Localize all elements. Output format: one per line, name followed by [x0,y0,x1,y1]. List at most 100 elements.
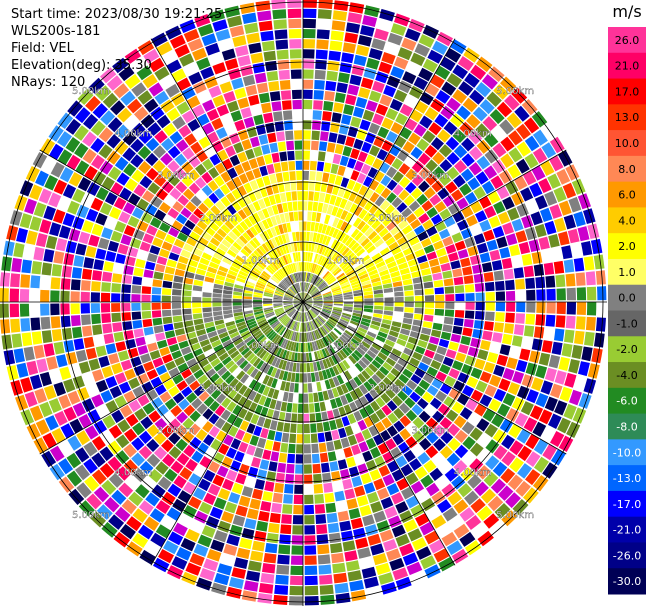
range-gate [312,463,321,474]
range-gate [322,390,330,401]
range-gate [370,446,381,459]
range-gate [366,331,377,339]
range-gate [418,410,431,423]
range-gate [349,580,364,592]
range-gate [307,201,313,211]
range-gate [434,113,449,128]
range-gate [410,187,423,200]
range-gate [347,570,362,582]
range-gate [378,61,393,74]
range-gate [521,337,533,349]
range-gate [274,368,281,379]
range-gate [446,540,463,556]
range-gate [492,461,508,477]
range-gate [432,40,448,55]
range-gate [502,367,515,381]
range-gate [470,389,483,402]
range-gate [285,340,291,350]
range-gate [524,153,539,169]
range-gate [304,332,308,342]
range-gate [303,403,309,413]
range-gate [313,295,322,300]
range-gate [340,210,349,220]
range-gate [446,452,461,467]
range-gate [250,550,264,562]
range-gate [558,200,572,216]
range-gate [331,311,341,317]
range-gate [422,391,434,403]
range-gate [421,355,433,366]
range-gate [532,147,548,164]
range-gate [398,373,410,384]
range-gate [287,453,295,464]
range-gate [456,197,469,210]
range-gate [316,524,328,535]
range-gate [286,402,293,413]
range-gate [295,373,300,383]
range-gate [481,74,498,90]
range-gate [502,222,514,235]
range-gate [288,330,294,340]
range-gate [408,200,421,212]
range-gate [314,402,321,413]
range-gate [390,270,401,278]
range-gate [430,214,443,225]
range-gate [520,401,534,416]
range-gate [294,484,303,494]
range-gate [311,211,317,222]
range-gate [332,408,341,419]
range-gate [451,401,464,414]
range-gate [315,254,321,264]
range-gate [411,160,424,173]
range-gate [385,357,396,367]
range-gate [440,262,451,272]
range-gate [356,347,366,356]
range-gate [364,302,374,306]
range-gate [358,185,368,196]
range-gate [366,265,377,273]
range-gate [433,353,445,363]
range-gate [501,510,518,527]
range-gate [303,302,313,305]
range-gate [291,545,303,555]
range-gate [338,124,349,135]
range-gate [326,142,336,153]
range-gate [303,295,310,302]
range-gate [283,422,291,433]
range-gate [281,349,288,360]
range-gate [382,314,393,321]
range-gate [220,553,235,566]
range-gate [502,392,516,407]
range-gate [333,572,348,584]
range-gate [303,383,308,393]
range-gate [415,489,430,503]
range-gate [303,282,305,292]
range-gate [374,455,386,468]
range-gate [399,428,411,441]
range-gate [433,279,444,288]
range-gate [333,302,343,304]
range-gate [384,506,398,519]
range-gate [329,317,338,324]
range-gate [422,130,436,144]
range-gate [321,310,331,316]
range-gate [319,452,329,463]
range-gate [448,515,464,530]
range-gate [384,256,395,265]
range-gate [303,423,310,434]
range-gate [397,390,408,402]
range-gate [420,474,434,488]
range-gate [434,308,445,316]
range-gate [434,201,447,213]
range-gate [381,319,392,325]
range-gate [484,281,495,292]
range-gate [313,299,323,302]
range-gate [357,234,367,244]
range-gate [317,151,326,162]
range-gate [396,256,407,265]
range-gate [531,165,546,181]
range-gate [321,235,328,245]
range-gate [324,193,331,204]
range-gate [565,315,576,329]
range-gate [330,264,339,273]
